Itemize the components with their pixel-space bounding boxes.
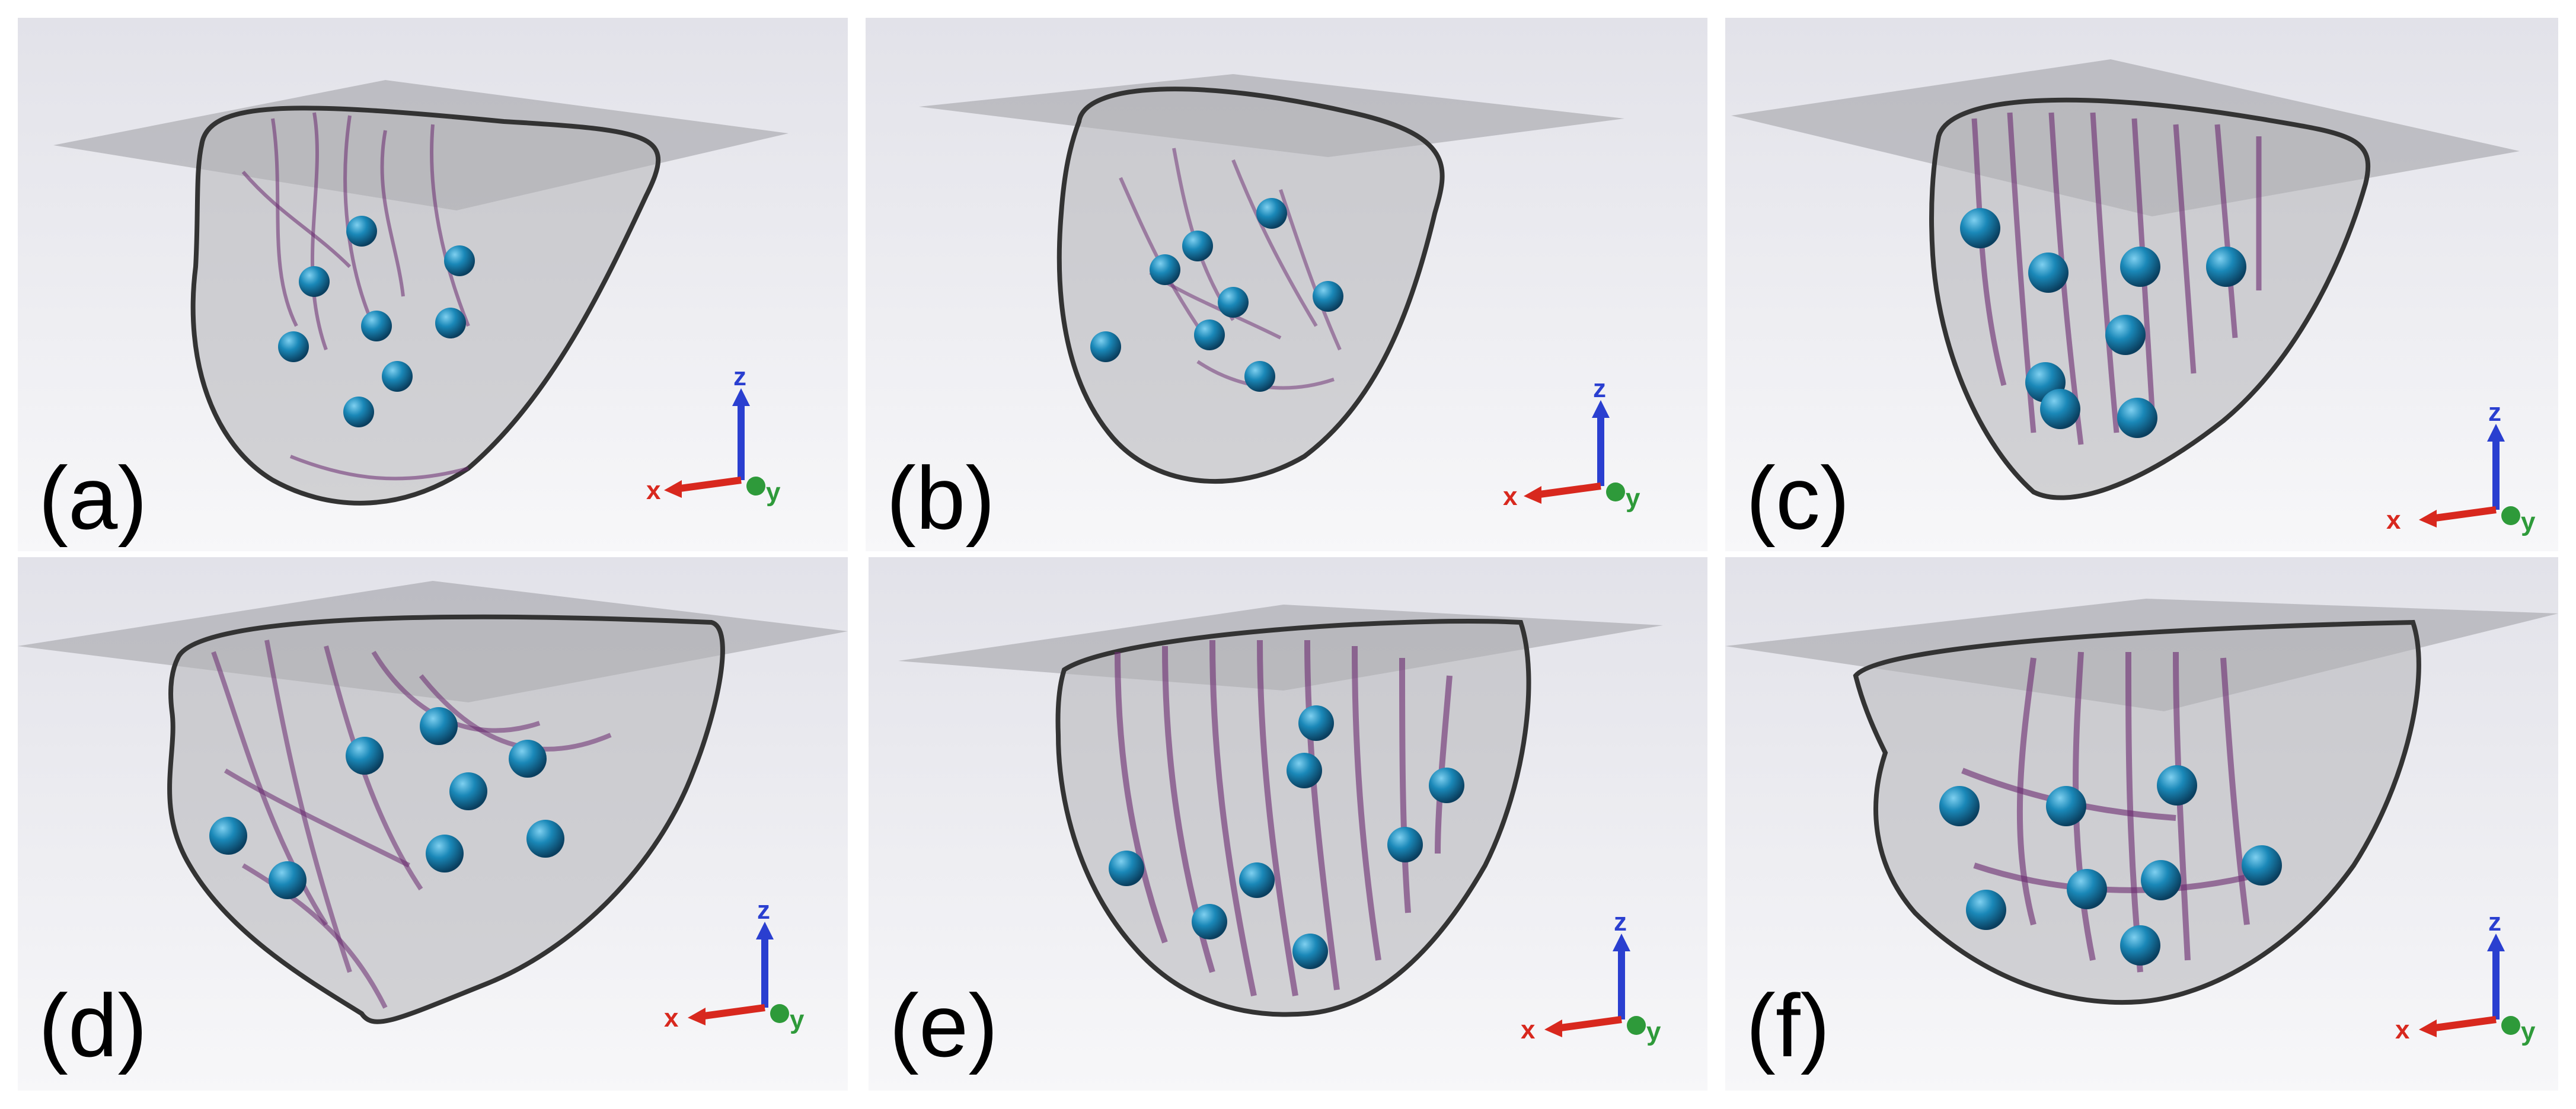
sphere-marker-icon	[435, 308, 466, 338]
sphere-marker-icon	[2242, 845, 2282, 886]
sphere-marker-icon	[343, 397, 374, 427]
sphere-marker-icon	[2157, 765, 2197, 806]
sphere-marker-icon	[278, 331, 309, 362]
heart-shell	[190, 106, 661, 506]
z-axis-label: z	[1593, 374, 1606, 403]
sphere-marker-icon	[449, 772, 487, 810]
panel-d: z x y (d)	[18, 557, 848, 1091]
y-axis-label: y	[1626, 484, 1640, 513]
sphere-marker-icon	[1192, 904, 1227, 939]
sphere-marker-icon	[526, 820, 564, 858]
sphere-marker-icon	[2028, 253, 2069, 293]
sphere-markers	[278, 216, 475, 427]
sphere-marker-icon	[1966, 890, 2006, 930]
sphere-marker-icon	[2141, 860, 2181, 900]
sphere-marker-icon	[1194, 319, 1225, 350]
sphere-marker-icon	[444, 245, 475, 276]
sphere-marker-icon	[1298, 705, 1334, 741]
sphere-marker-icon	[1218, 287, 1249, 318]
z-axis-label: z	[757, 896, 770, 925]
z-axis-label: z	[2488, 398, 2501, 427]
sphere-marker-icon	[1256, 198, 1287, 229]
sphere-marker-icon	[509, 740, 547, 778]
panel-b: z x y (b)	[866, 18, 1707, 551]
sphere-marker-icon	[1313, 281, 1343, 312]
sphere-marker-icon	[420, 707, 458, 745]
sphere-markers	[1090, 198, 1343, 392]
sphere-marker-icon	[1090, 331, 1121, 362]
sphere-marker-icon	[1429, 768, 1464, 803]
x-axis-label: x	[2386, 506, 2401, 535]
sphere-marker-icon	[1387, 827, 1423, 862]
sphere-marker-icon	[1109, 851, 1144, 886]
y-axis-label: y	[2521, 507, 2536, 536]
sphere-marker-icon	[2120, 247, 2160, 287]
sphere-marker-icon	[299, 266, 330, 297]
xyz-axis-triad-icon: z x y	[664, 896, 805, 1034]
heart-shell	[1056, 87, 1445, 484]
panel-label: (d)	[39, 976, 148, 1075]
sphere-marker-icon	[1960, 208, 2000, 248]
x-axis-label: x	[1521, 1015, 1536, 1044]
sphere-marker-icon	[1150, 254, 1180, 285]
xyz-axis-triad-icon: z x y	[1521, 907, 1661, 1046]
panel-c: z x y (c)	[1725, 18, 2558, 551]
sphere-marker-icon	[426, 835, 464, 873]
sphere-marker-icon	[2120, 925, 2160, 966]
sphere-markers	[1109, 705, 1464, 969]
sphere-marker-icon	[209, 817, 247, 855]
panel-label: (f)	[1746, 976, 1830, 1075]
panel-a: z x y (a)	[18, 18, 848, 551]
sphere-marker-icon	[2206, 247, 2246, 287]
y-axis-label: y	[2521, 1017, 2536, 1046]
panel-label: (e)	[889, 976, 998, 1075]
sphere-marker-icon	[1939, 786, 1980, 826]
panel-label: (a)	[39, 448, 148, 548]
heart-shell	[167, 614, 725, 1024]
sphere-marker-icon	[1292, 934, 1328, 969]
sphere-markers	[1960, 208, 2246, 438]
sphere-marker-icon	[382, 361, 413, 392]
sphere-marker-icon	[269, 861, 307, 899]
sphere-marker-icon	[2040, 389, 2080, 429]
xyz-axis-triad-icon: z x y	[1503, 374, 1640, 513]
sphere-marker-icon	[1244, 361, 1275, 392]
sphere-marker-icon	[346, 737, 384, 775]
sphere-marker-icon	[1182, 231, 1213, 261]
x-axis-label: x	[646, 476, 661, 505]
sphere-marker-icon	[1287, 753, 1322, 788]
xyz-axis-triad-icon: z x y	[2395, 907, 2536, 1046]
panel-e: z x y (e)	[869, 557, 1707, 1091]
xyz-axis-triad-icon: z x y	[646, 362, 781, 507]
x-axis-label: x	[664, 1003, 679, 1033]
panel-label: (c)	[1746, 448, 1850, 548]
sphere-marker-icon	[2046, 786, 2086, 826]
y-axis-label: y	[1646, 1017, 1661, 1046]
z-axis-label: z	[2488, 907, 2501, 937]
sphere-marker-icon	[2105, 315, 2146, 355]
xyz-axis-triad-icon: z x y	[2386, 398, 2536, 536]
x-axis-label: x	[2395, 1015, 2410, 1044]
panel-label: (b)	[886, 448, 995, 548]
y-axis-label: y	[790, 1005, 805, 1034]
sphere-marker-icon	[361, 311, 392, 341]
x-axis-label: x	[1503, 482, 1518, 511]
sphere-markers	[209, 707, 564, 899]
y-axis-label: y	[766, 478, 781, 507]
z-axis-label: z	[733, 362, 746, 391]
sphere-markers	[1939, 765, 2282, 966]
sphere-marker-icon	[2117, 398, 2157, 438]
panel-f: z x y (f)	[1725, 557, 2558, 1091]
sphere-marker-icon	[346, 216, 377, 247]
z-axis-label: z	[1614, 907, 1627, 937]
sphere-marker-icon	[1239, 862, 1275, 898]
heart-shell	[1055, 619, 1531, 1017]
sphere-marker-icon	[2067, 869, 2107, 909]
